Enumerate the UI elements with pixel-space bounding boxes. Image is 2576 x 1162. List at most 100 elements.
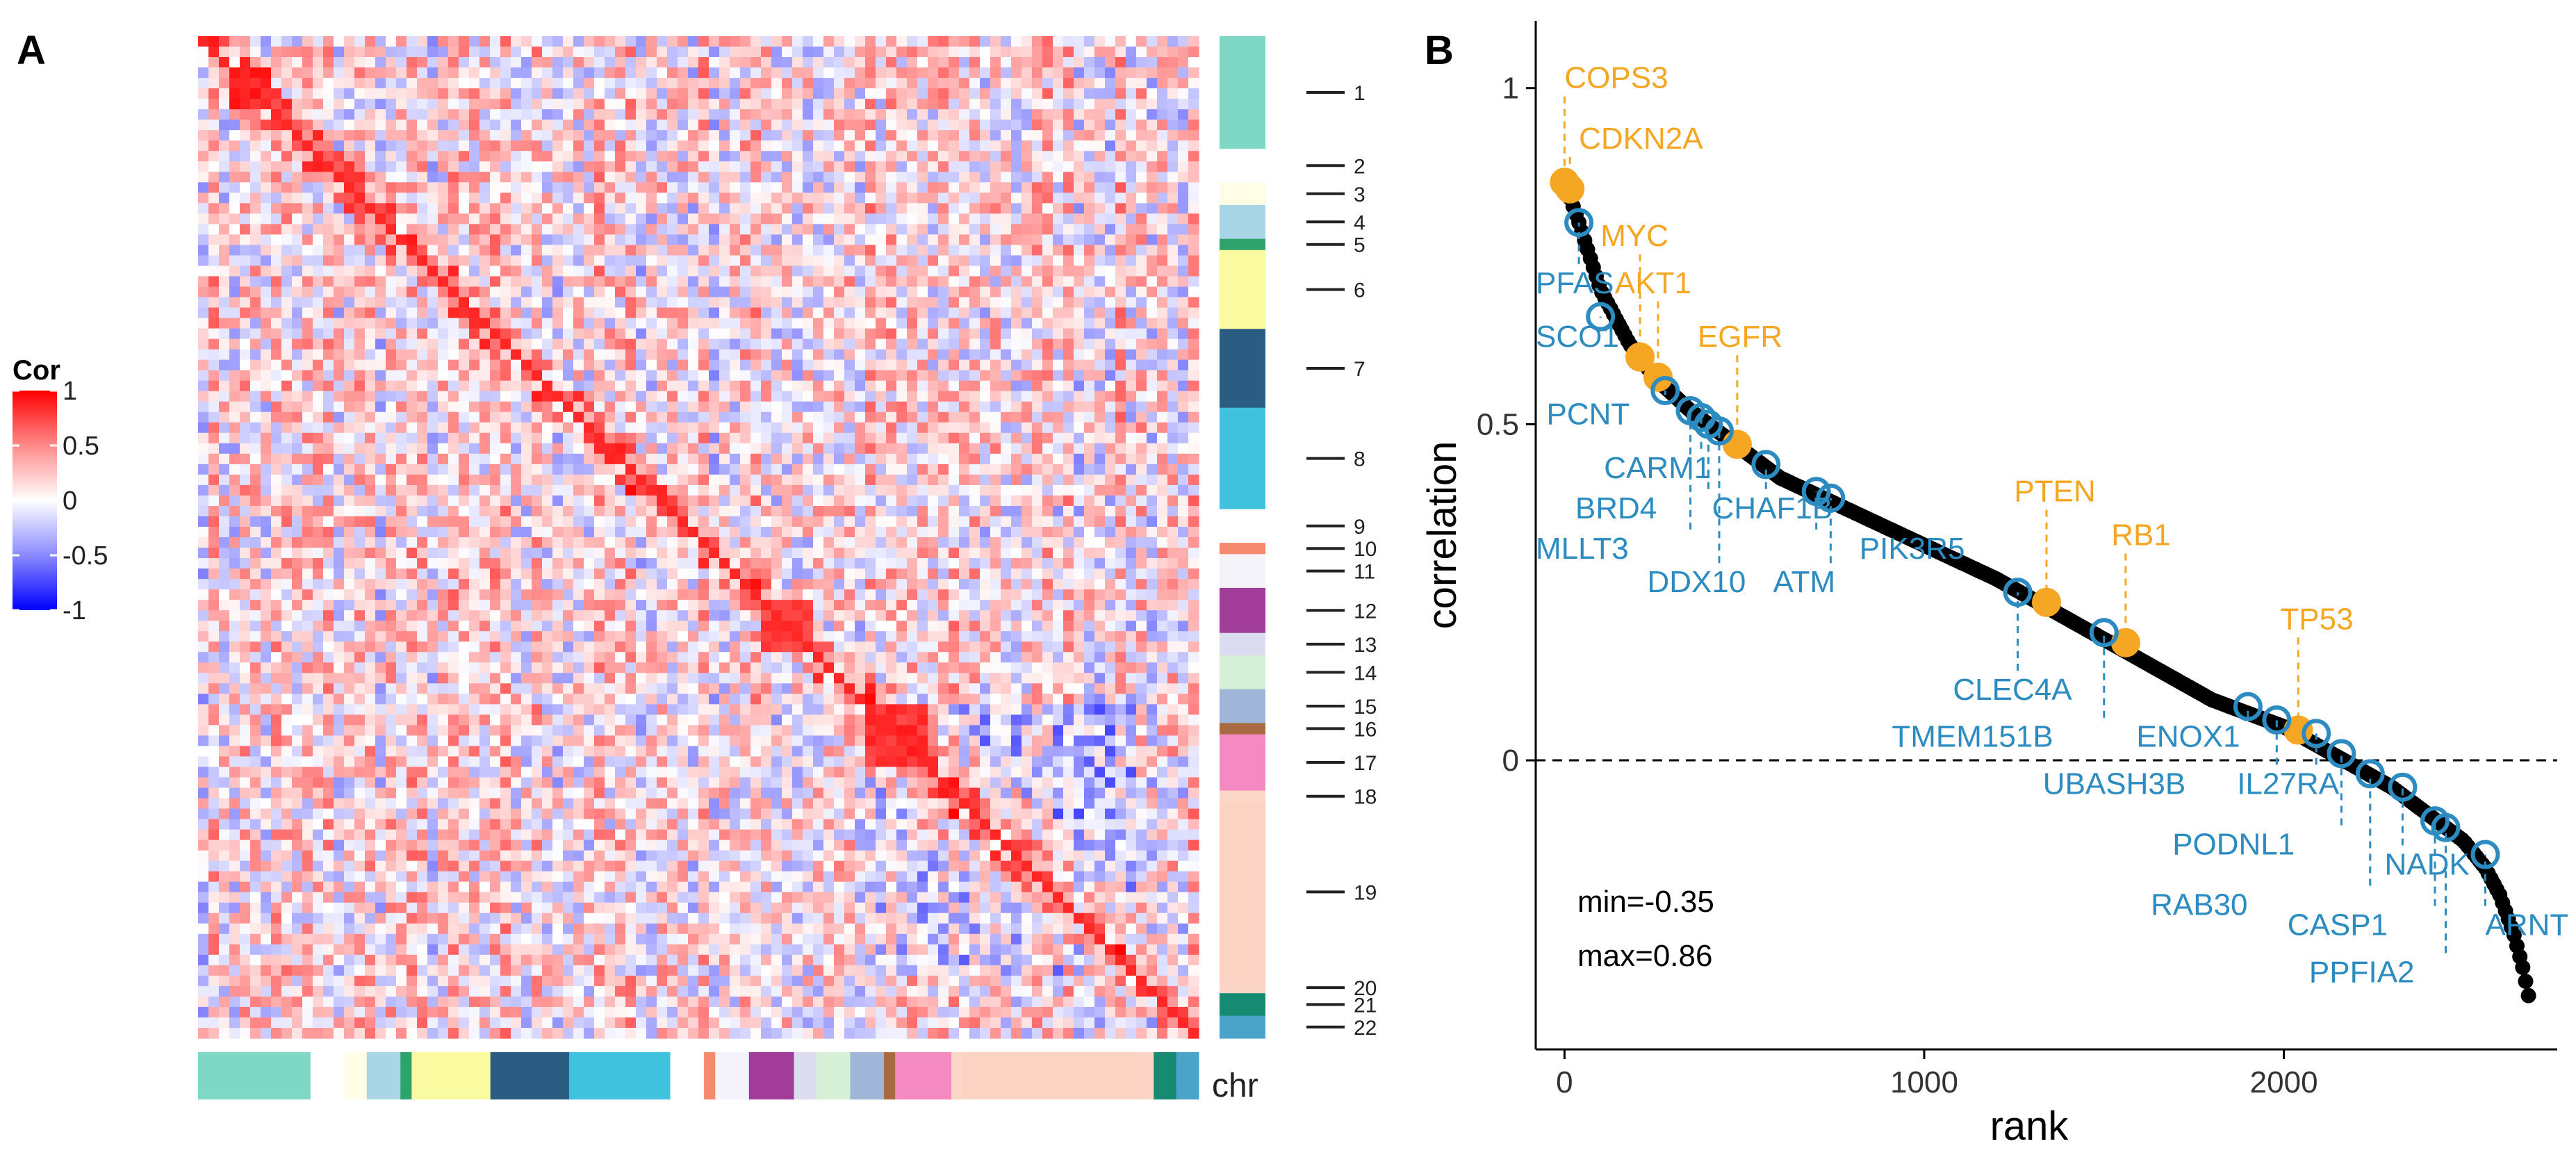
heatmap-cell [667,380,678,392]
heatmap-cell [448,120,459,131]
heatmap-cell [459,234,470,246]
heatmap-cell [615,380,626,392]
heatmap-cell [313,255,324,267]
heatmap-cell [803,328,814,340]
heatmap-cell [959,391,970,402]
heatmap-cell [615,495,626,507]
heatmap-cell [1011,161,1022,172]
heatmap-cell [1167,109,1179,120]
heatmap-cell [208,276,220,288]
heatmap-cell [688,422,699,434]
heatmap-cell [698,474,709,486]
heatmap-cell [427,224,438,235]
heatmap-cell [886,401,897,413]
heatmap-cell [782,213,793,224]
heatmap-cell [678,99,689,110]
heatmap-cell [313,422,324,434]
heatmap-cell [969,172,981,183]
heatmap-cell [1032,484,1043,496]
heatmap-cell [1094,120,1106,131]
heatmap-cell [938,328,949,340]
heatmap-cell [1115,182,1126,193]
heatmap-cell [792,203,803,214]
heatmap-cell [219,318,230,329]
heatmap-cell [1042,453,1053,465]
heatmap-cell [1084,151,1095,162]
heatmap-cell [917,203,928,214]
heatmap-cell [625,338,637,350]
heatmap-cell [417,182,428,193]
heatmap-cell [1001,99,1012,110]
heatmap-cell [1042,548,1053,559]
heatmap-cell [1053,151,1064,162]
heatmap-cell [386,88,397,99]
heatmap-cell [1167,432,1179,444]
heatmap-cell [323,338,334,350]
heatmap-cell [271,558,282,569]
heatmap-cell [709,276,720,288]
heatmap-cell [917,443,928,455]
heatmap-cell [323,140,334,152]
heatmap-cell [1011,495,1022,507]
heatmap-cell [1136,349,1147,361]
heatmap-cell [980,193,991,204]
heatmap-cell [386,505,397,517]
heatmap-cell [427,193,438,204]
heatmap-cell [584,276,595,288]
heatmap-cell [928,411,939,423]
heatmap-cell [396,548,407,559]
heatmap-cell [740,537,751,548]
heatmap-cell [375,265,386,277]
heatmap-cell [605,558,616,569]
heatmap-cell [250,276,261,288]
heatmap-cell [1178,203,1189,214]
heatmap-cell [678,359,689,371]
heatmap-cell [448,286,459,298]
heatmap-cell [657,193,668,204]
heatmap-cell [552,47,564,58]
heatmap-cell [490,484,501,496]
heatmap-cell [240,432,251,444]
heatmap-cell [959,537,970,548]
heatmap-cell [1042,307,1053,319]
heatmap-cell [844,349,855,361]
heatmap-cell [1136,213,1147,224]
heatmap-cell [1178,255,1189,267]
heatmap-cell [792,130,803,141]
heatmap-cell [532,172,543,183]
heatmap-cell [584,47,595,58]
heatmap-cell [750,380,762,392]
heatmap-cell [803,245,814,256]
heatmap-cell [1094,484,1106,496]
heatmap-cell [855,526,866,538]
heatmap-cell [615,411,626,423]
heatmap-cell [855,213,866,224]
heatmap-cell [834,193,845,204]
heatmap-cell [1136,359,1147,371]
heatmap-cell [667,443,678,455]
heatmap-cell [959,47,970,58]
heatmap-cell [938,464,949,475]
heatmap-cell [532,161,543,172]
heatmap-cell [1178,516,1189,527]
heatmap-cell [1105,99,1116,110]
heatmap-cell [1011,349,1022,361]
heatmap-cell [1094,401,1106,413]
heatmap-cell [886,548,897,559]
heatmap-cell [667,464,678,475]
heatmap-cell [427,99,438,110]
heatmap-cell [969,182,981,193]
heatmap-cell [657,297,668,309]
heatmap-cell [813,359,824,371]
heatmap-cell [813,349,824,361]
heatmap-cell [261,548,272,559]
heatmap-cell [334,130,345,141]
heatmap-cell [1011,422,1022,434]
heatmap-cell [782,432,793,444]
heatmap-cell [219,151,230,162]
heatmap-cell [1084,516,1095,527]
heatmap-cell [552,130,564,141]
heatmap-cell [1042,464,1053,475]
heatmap-cell [396,380,407,392]
heatmap-cell [1178,213,1189,224]
